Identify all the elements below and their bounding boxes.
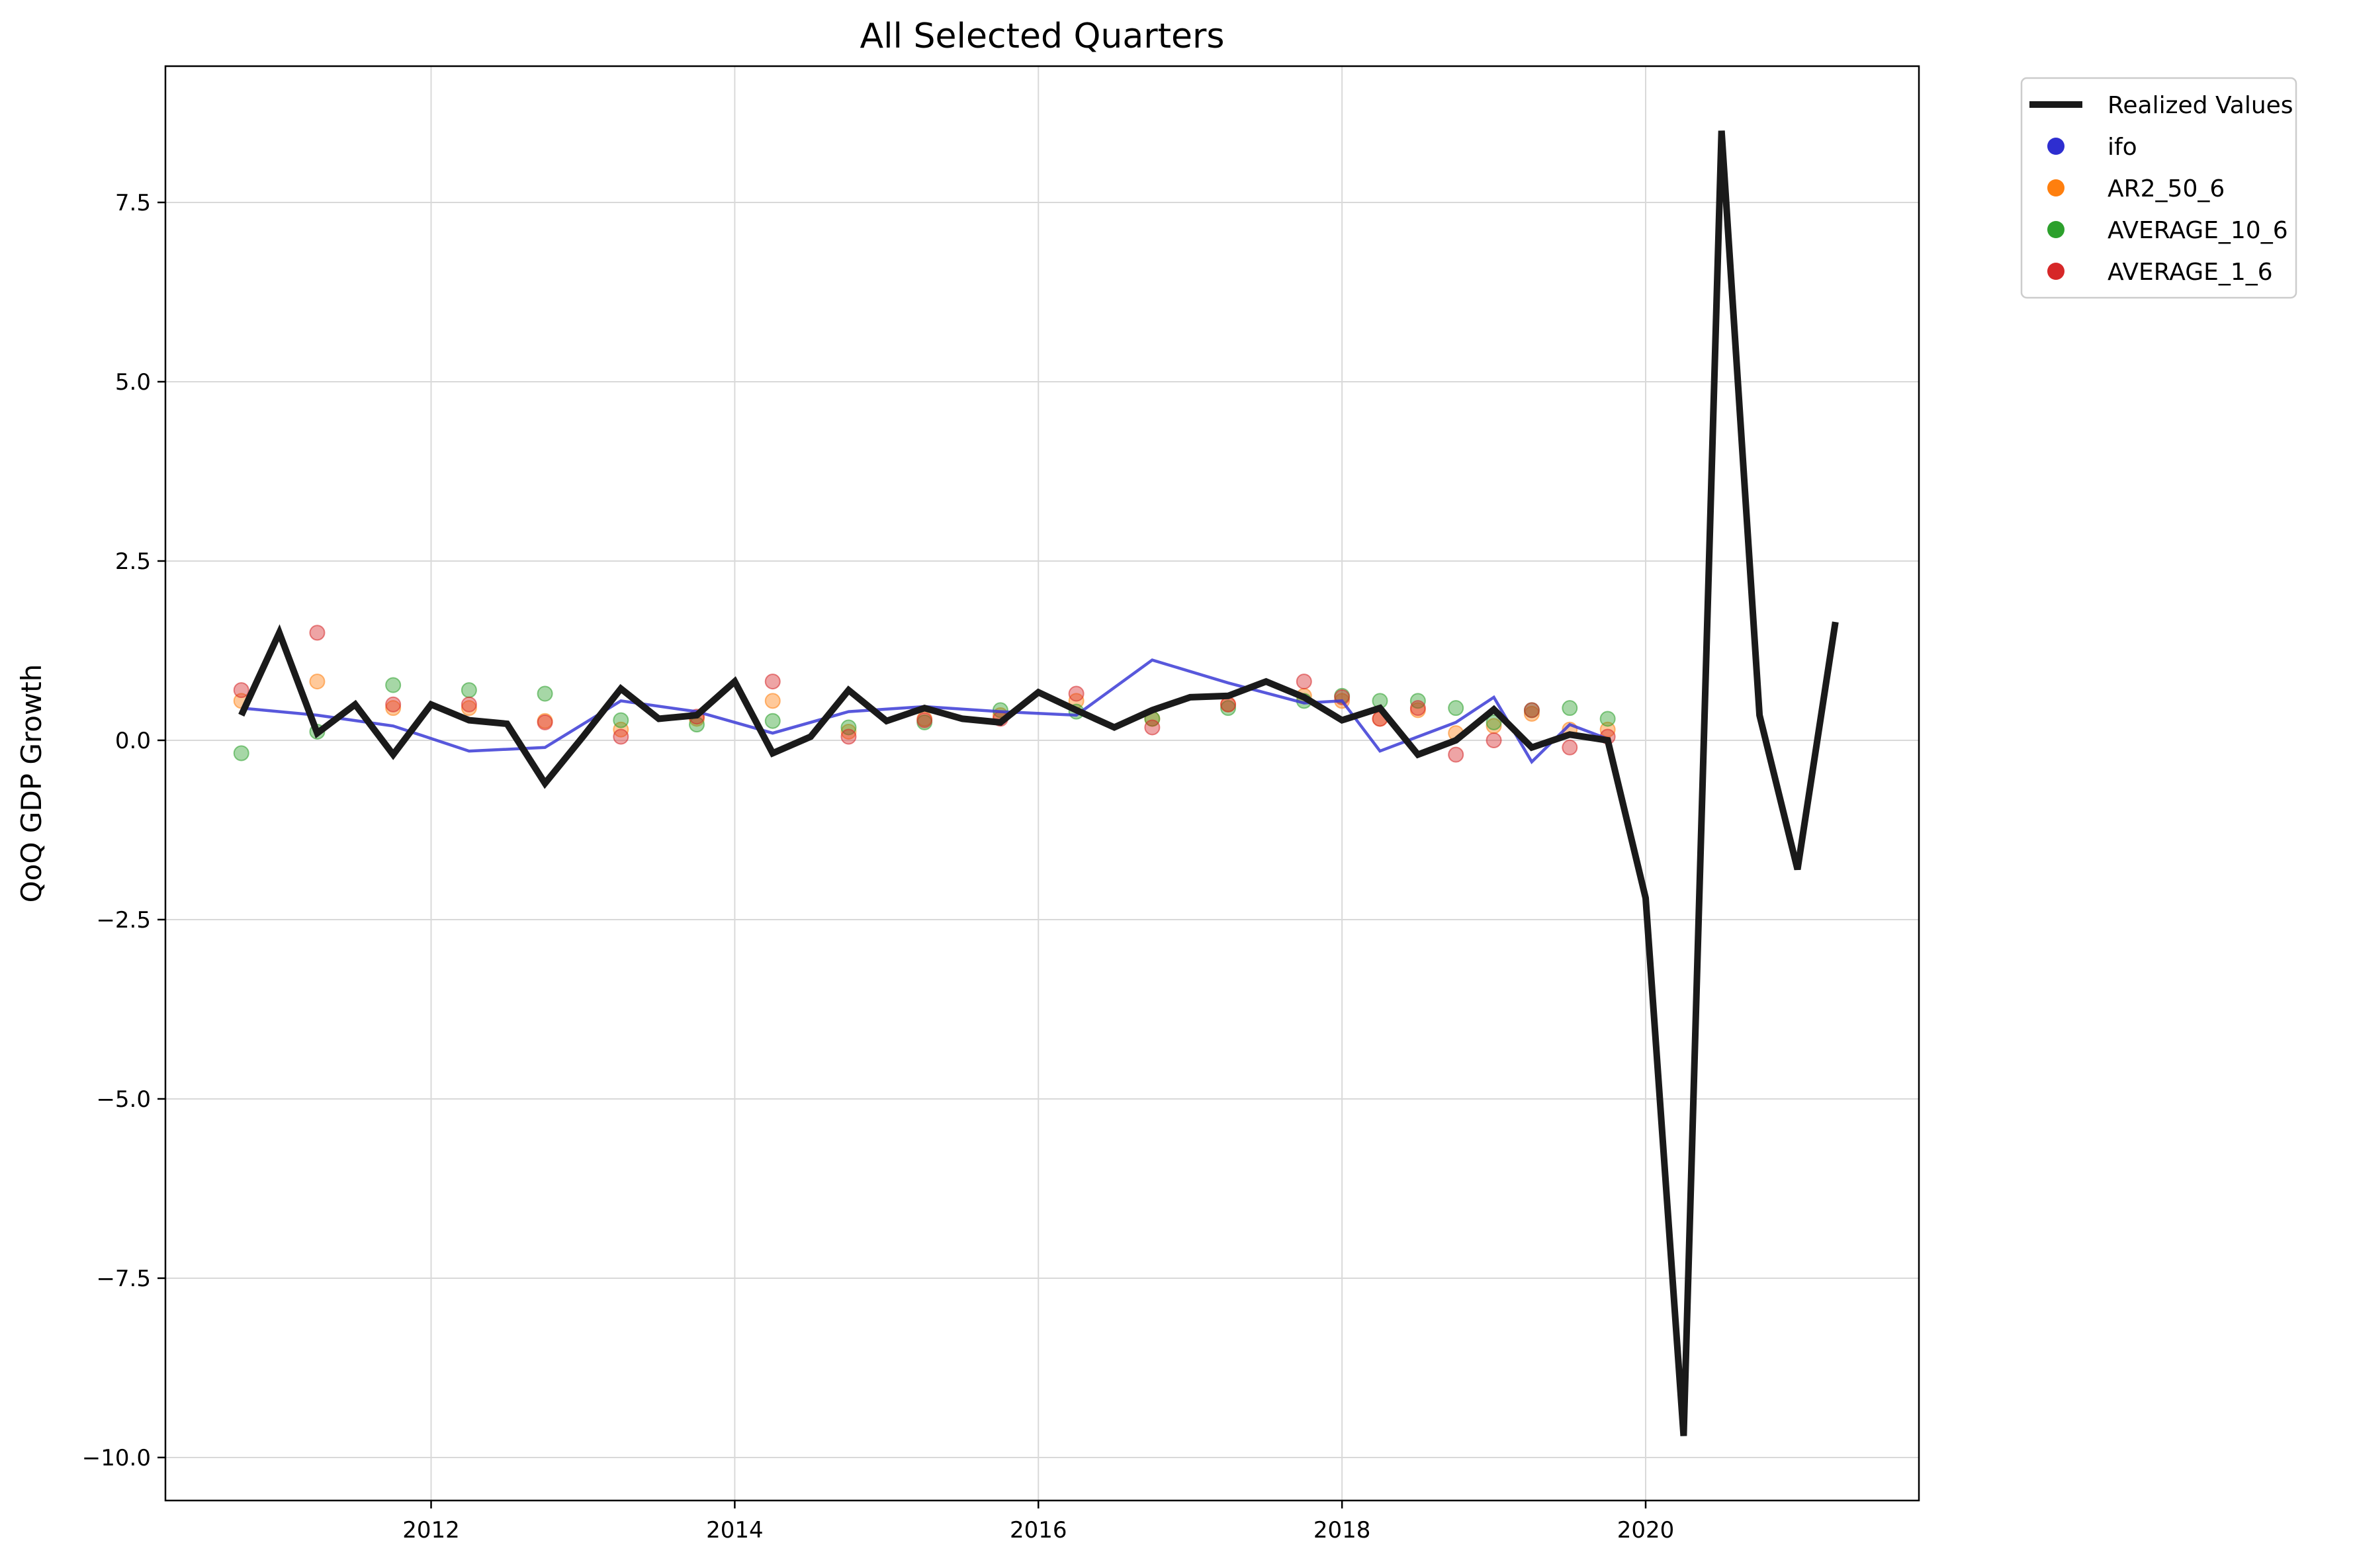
- grid: [165, 66, 1919, 1501]
- data-point: [385, 700, 402, 717]
- series-average-10-6: [233, 677, 1616, 762]
- data-point: [385, 696, 402, 713]
- data-point: [1448, 746, 1464, 763]
- data-point: [1409, 700, 1426, 717]
- data-point: [461, 700, 477, 717]
- data-point: [1523, 702, 1540, 719]
- legend-dot-marker: [2047, 179, 2064, 196]
- data-point: [1562, 700, 1578, 717]
- y-tick-label: 7.5: [115, 190, 151, 216]
- y-tick-label: −5.0: [96, 1086, 151, 1113]
- plot-frame: [164, 65, 1920, 1502]
- series-line-realized-values: [238, 130, 1839, 1436]
- data-point: [1523, 705, 1540, 722]
- y-axis-label: QoQ GDP Growth: [15, 664, 48, 903]
- series-ar2-50-6: [233, 674, 1616, 742]
- data-point: [1220, 700, 1237, 717]
- data-point: [840, 728, 857, 745]
- x-tick-label: 2012: [402, 1517, 460, 1544]
- legend-dot-marker: [2047, 263, 2064, 280]
- data-point: [613, 712, 629, 728]
- y-tick-label: −10.0: [82, 1445, 151, 1471]
- legend-dot-marker: [2047, 221, 2064, 238]
- data-point: [1562, 739, 1578, 756]
- data-point: [764, 693, 781, 709]
- data-point: [537, 714, 553, 730]
- data-point: [461, 696, 477, 713]
- legend-entry-label: AR2_50_6: [2108, 175, 2225, 202]
- x-tick-label: 2016: [1010, 1517, 1067, 1544]
- data-point: [916, 712, 933, 728]
- data-point: [233, 745, 249, 762]
- data-point: [233, 682, 249, 699]
- data-point: [764, 674, 781, 690]
- legend-entry-label: Realized Values: [2108, 92, 2293, 119]
- data-point: [1296, 674, 1312, 690]
- data-point: [1486, 714, 1502, 730]
- legend: Realized Values ifo AR2_50_6 AVERAGE_10_6 AV…: [2020, 77, 2297, 299]
- data-point: [309, 625, 326, 641]
- legend-entry-label: ifo: [2108, 134, 2137, 161]
- data-point: [840, 723, 857, 740]
- data-point: [461, 682, 477, 699]
- y-tick-label: 2.5: [115, 548, 151, 575]
- y-tick-label: −7.5: [96, 1266, 151, 1292]
- data-point: [1144, 719, 1161, 736]
- data-point: [537, 685, 553, 702]
- legend-dot-marker: [2047, 138, 2064, 155]
- plot-series: [233, 130, 1839, 1436]
- legend-entry-label: AVERAGE_1_6: [2108, 259, 2273, 286]
- y-tick-label: 0.0: [115, 728, 151, 754]
- axis-ticks: 2012 2014 2016 2018 2020 −10.0 −7.5 −5.0 −2.5 0.0…: [82, 190, 1674, 1544]
- legend-entry-label: AVERAGE_10_6: [2108, 217, 2288, 244]
- x-tick-label: 2020: [1617, 1517, 1675, 1544]
- y-tick-label: −2.5: [96, 907, 151, 934]
- x-tick-label: 2014: [706, 1517, 764, 1544]
- y-tick-label: 5.0: [115, 369, 151, 396]
- data-point: [1448, 700, 1464, 717]
- data-point: [1486, 732, 1502, 748]
- chart-title: All Selected Quarters: [860, 17, 1225, 56]
- x-tick-label: 2018: [1313, 1517, 1371, 1544]
- data-point: [385, 677, 402, 693]
- data-point: [1599, 711, 1616, 727]
- legend-box: [2020, 77, 2297, 299]
- data-point: [1068, 685, 1085, 702]
- data-point: [309, 674, 326, 690]
- data-point: [764, 713, 781, 729]
- data-point: [613, 728, 629, 745]
